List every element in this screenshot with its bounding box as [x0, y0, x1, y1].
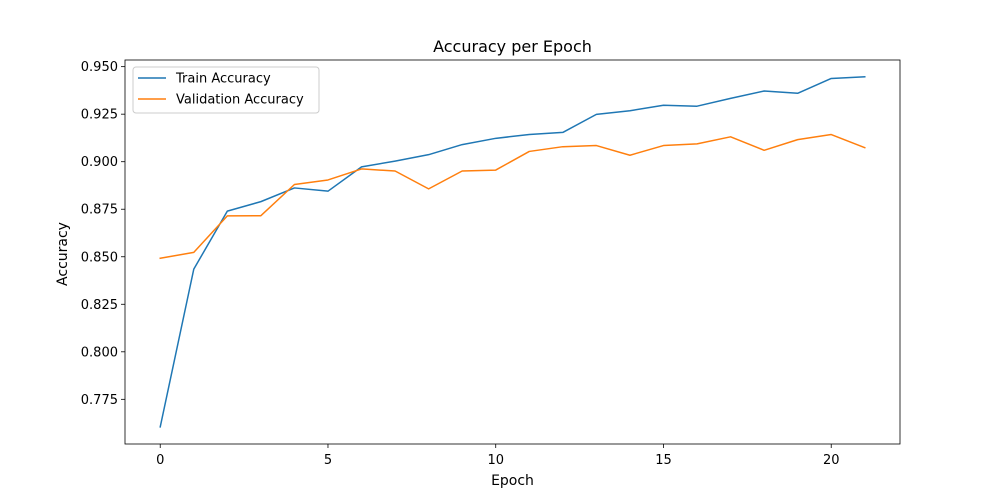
series-line-validation-accuracy: [159, 133, 866, 260]
y-tick-label: 0.925: [81, 108, 118, 123]
x-tick-label: 5: [324, 453, 332, 468]
x-tick-label: 15: [655, 453, 672, 468]
y-tick-label: 0.850: [81, 250, 118, 265]
y-tick-label: 0.775: [81, 393, 118, 408]
y-axis-label: Accuracy: [55, 222, 71, 286]
series-line-train-accuracy: [159, 75, 866, 428]
x-tick-label: 20: [823, 453, 840, 468]
y-tick-label: 0.900: [81, 155, 118, 170]
legend-label-validation-accuracy: Validation Accuracy: [176, 93, 304, 108]
axes-frame: [124, 59, 901, 445]
x-tick-label: 10: [487, 453, 504, 468]
plot-area: [159, 75, 866, 428]
y-tick-label: 0.950: [81, 60, 118, 75]
x-axis-label: Epoch: [491, 473, 534, 489]
legend: Train Accuracy Validation Accuracy: [132, 66, 320, 114]
y-tick-label: 0.800: [81, 345, 118, 360]
x-tick-label: 0: [156, 453, 164, 468]
y-tick-label: 0.875: [81, 203, 118, 218]
chart-title: Accuracy per Epoch: [433, 37, 592, 56]
axes: 0 5 10 15 20 0.775 0.800 0.825 0.850 0.875 0.900 0.…: [81, 59, 901, 468]
legend-label-train-accuracy: Train Accuracy: [175, 72, 271, 87]
y-tick-label: 0.825: [81, 298, 118, 313]
legend-box: [132, 66, 320, 114]
